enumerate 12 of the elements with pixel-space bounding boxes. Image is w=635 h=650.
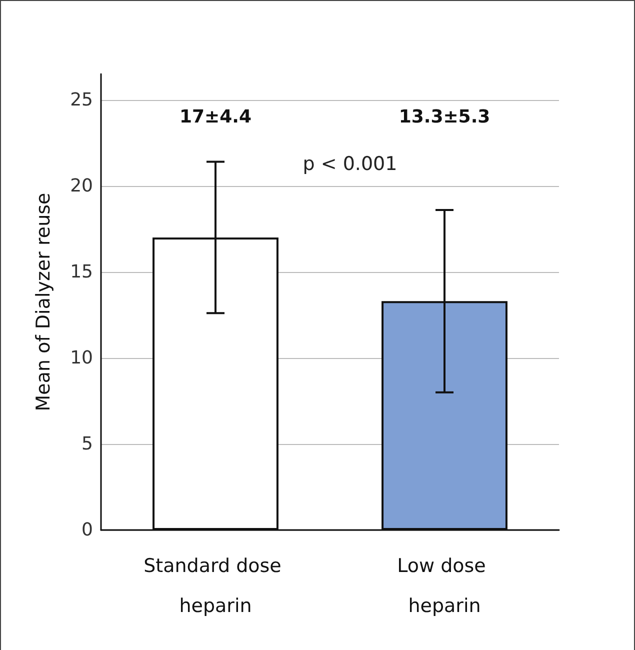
x-tick-label: Standard dose heparin <box>144 555 288 617</box>
y-axis-title: Mean of Dialyzer reuse <box>32 192 54 412</box>
y-tick-label: 20 <box>70 175 93 196</box>
y-tick-label: 0 <box>82 520 93 540</box>
y-tick-label: 5 <box>82 433 93 454</box>
x-tick-label: Low dose heparin <box>397 555 492 617</box>
y-tick-label: 25 <box>70 89 93 110</box>
annotation: 13.3±5.3 <box>398 106 490 128</box>
y-tick-label: 15 <box>70 261 93 282</box>
y-tick-label: 10 <box>70 347 93 368</box>
annotation: 17±4.4 <box>179 106 252 128</box>
annotation: p < 0.001 <box>302 153 398 175</box>
